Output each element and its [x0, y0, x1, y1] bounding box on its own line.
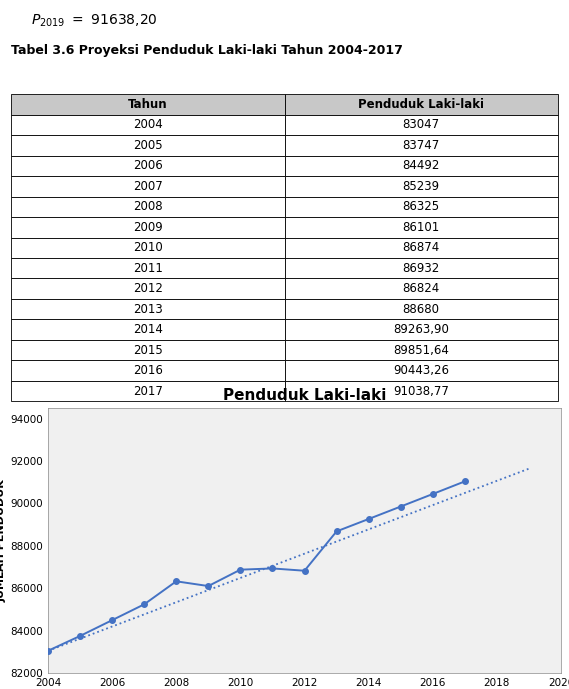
Text: 2016: 2016 [133, 364, 163, 377]
Bar [11, 135, 284, 156]
Bar [284, 135, 558, 156]
Text: 2004: 2004 [133, 119, 163, 132]
Bar [11, 360, 284, 381]
Text: $P_{2019}\ =\ 91638{,}20$: $P_{2019}\ =\ 91638{,}20$ [31, 13, 158, 30]
Text: Tahun: Tahun [128, 98, 168, 111]
Bar [11, 114, 284, 135]
Title: Penduduk Laki-laki: Penduduk Laki-laki [223, 388, 386, 402]
Text: 85239: 85239 [402, 180, 440, 193]
Text: 2015: 2015 [133, 344, 163, 357]
Bar [11, 217, 284, 238]
Text: 2017: 2017 [133, 384, 163, 398]
Text: 2010: 2010 [133, 241, 163, 254]
Bar [284, 156, 558, 176]
Bar [284, 278, 558, 299]
Bar [11, 176, 284, 196]
Bar [284, 299, 558, 320]
Text: 2006: 2006 [133, 159, 163, 172]
Bar [284, 360, 558, 381]
Text: 2007: 2007 [133, 180, 163, 193]
Bar [284, 381, 558, 401]
Text: 83747: 83747 [402, 139, 440, 152]
Text: 86101: 86101 [402, 220, 440, 234]
Bar [284, 238, 558, 258]
Text: 2011: 2011 [133, 262, 163, 275]
Text: 89851,64: 89851,64 [393, 344, 449, 357]
Bar [11, 278, 284, 299]
Text: 2012: 2012 [133, 282, 163, 295]
Y-axis label: JUMLAH PENDUDUK: JUMLAH PENDUDUK [0, 479, 6, 602]
Text: 2005: 2005 [133, 139, 163, 152]
Text: 91038,77: 91038,77 [393, 384, 449, 398]
Bar [284, 340, 558, 360]
Text: 89263,90: 89263,90 [393, 323, 449, 336]
Bar [284, 94, 558, 114]
Text: 86932: 86932 [402, 262, 440, 275]
Text: 83047: 83047 [402, 119, 440, 132]
Text: 86874: 86874 [402, 241, 440, 254]
Bar [284, 114, 558, 135]
Text: 86824: 86824 [402, 282, 440, 295]
Text: 2009: 2009 [133, 220, 163, 234]
Bar [11, 299, 284, 320]
Text: 84492: 84492 [402, 159, 440, 172]
Text: 2014: 2014 [133, 323, 163, 336]
Bar [11, 94, 284, 114]
Text: Tabel 3.6 Proyeksi Penduduk Laki-laki Tahun 2004-2017: Tabel 3.6 Proyeksi Penduduk Laki-laki Ta… [11, 44, 403, 57]
Bar [284, 258, 558, 278]
Text: 2013: 2013 [133, 302, 163, 316]
Bar [11, 238, 284, 258]
Text: 86325: 86325 [402, 200, 440, 214]
Text: Penduduk Laki-laki: Penduduk Laki-laki [358, 98, 484, 111]
Text: 88680: 88680 [402, 302, 440, 316]
Bar [11, 340, 284, 360]
Bar [11, 258, 284, 278]
Bar [284, 320, 558, 340]
Bar [11, 320, 284, 340]
Bar [11, 196, 284, 217]
Bar [284, 217, 558, 238]
Bar [284, 196, 558, 217]
Text: 90443,26: 90443,26 [393, 364, 449, 377]
Bar [11, 156, 284, 176]
Bar [11, 381, 284, 401]
Bar [284, 176, 558, 196]
Text: 2008: 2008 [133, 200, 163, 214]
